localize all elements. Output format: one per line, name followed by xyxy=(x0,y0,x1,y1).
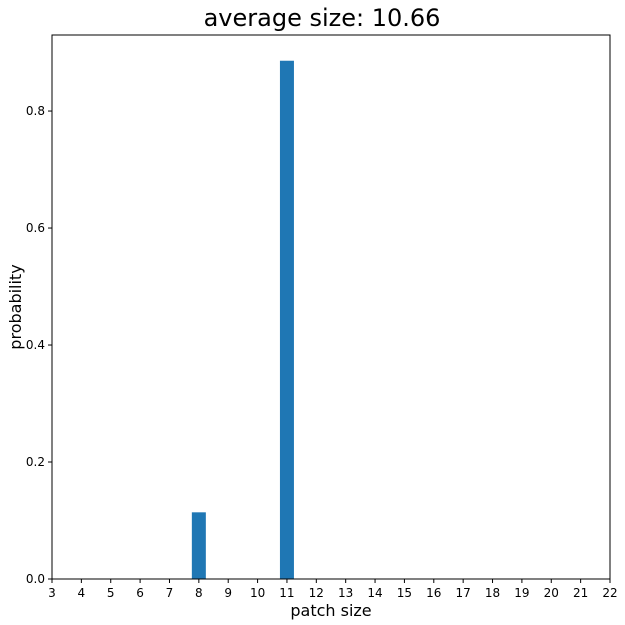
x-tick-label: 20 xyxy=(544,586,559,600)
x-ticks: 3 4 5 6 7 8 9 10 11 12 13 14 15 16 17 18 19 20 21 22 xyxy=(48,579,618,600)
chart-title: average size: 10.66 xyxy=(204,4,441,32)
bar-8 xyxy=(191,512,206,579)
x-tick-label: 15 xyxy=(397,586,412,600)
x-tick-label: 11 xyxy=(279,586,294,600)
x-tick-label: 3 xyxy=(48,586,56,600)
x-tick-label: 21 xyxy=(573,586,588,600)
x-tick-label: 18 xyxy=(485,586,500,600)
x-tick-label: 22 xyxy=(602,586,617,600)
x-tick-label: 17 xyxy=(456,586,471,600)
y-ticks: 0.0 0.2 0.4 0.6 0.8 xyxy=(26,104,52,586)
bars xyxy=(191,60,294,580)
y-tick-label: 0.8 xyxy=(26,104,45,118)
x-tick-label: 6 xyxy=(136,586,144,600)
x-tick-label: 9 xyxy=(224,586,232,600)
x-tick-label: 4 xyxy=(78,586,86,600)
x-tick-label: 12 xyxy=(309,586,324,600)
x-tick-label: 13 xyxy=(338,586,353,600)
y-tick-label: 0.6 xyxy=(26,221,45,235)
y-tick-label: 0.2 xyxy=(26,455,45,469)
x-tick-label: 8 xyxy=(195,586,203,600)
bar-11 xyxy=(279,60,294,580)
x-tick-label: 19 xyxy=(514,586,529,600)
x-tick-label: 5 xyxy=(107,586,115,600)
plot-frame xyxy=(51,34,611,580)
x-tick-label: 16 xyxy=(426,586,441,600)
x-tick-label: 7 xyxy=(166,586,174,600)
x-axis-label: patch size xyxy=(290,601,371,620)
x-tick-label: 14 xyxy=(367,586,382,600)
y-tick-label: 0.0 xyxy=(26,572,45,586)
y-tick-label: 0.4 xyxy=(26,338,45,352)
x-tick-label: 10 xyxy=(250,586,265,600)
y-axis-label: probability xyxy=(6,264,25,349)
